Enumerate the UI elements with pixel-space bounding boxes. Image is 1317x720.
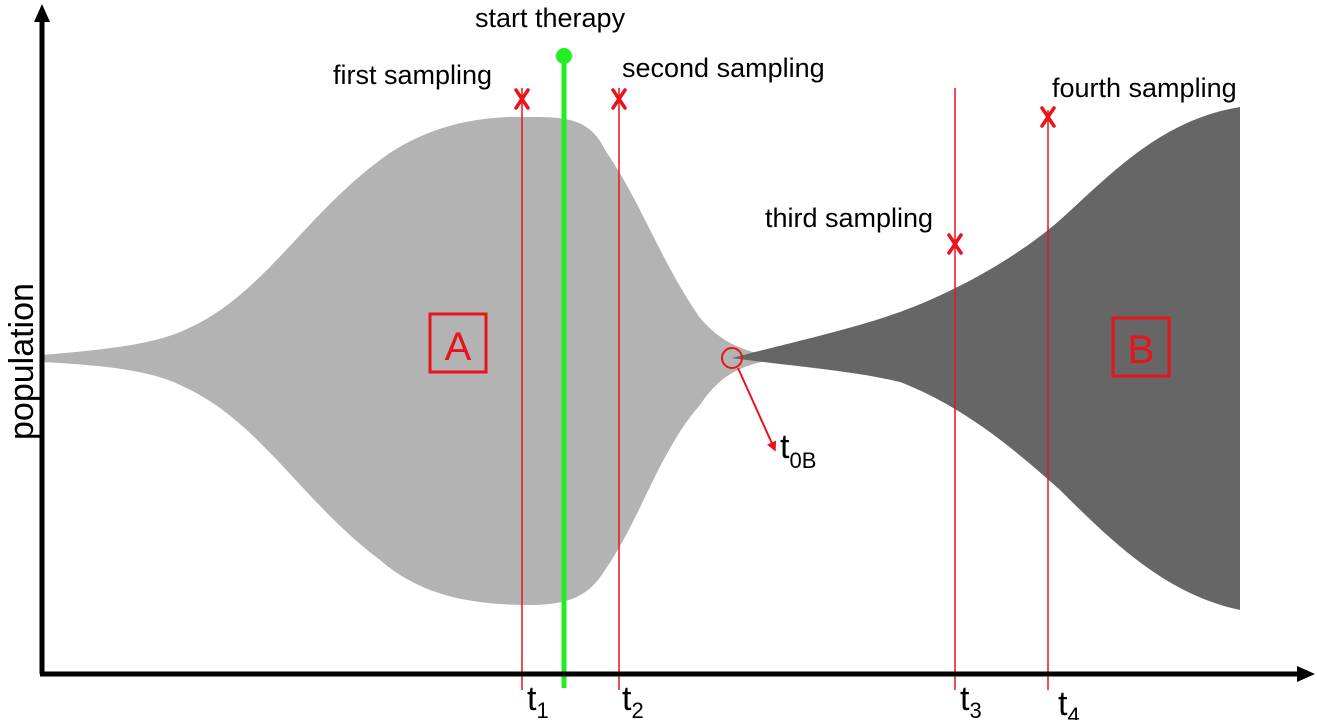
x-axis-arrowhead [1297,666,1315,682]
sampling-marker-2 [611,88,627,110]
time-label-3: t3 [960,680,982,720]
population-a-shape [42,116,780,605]
population-b-box [1111,316,1171,378]
y-axis-arrowhead [34,4,50,22]
time-label-2: t2 [622,680,644,720]
population-b-label: B [1128,328,1155,372]
population-a-box [428,312,488,374]
origin-b-arrow [737,367,777,452]
sampling-label-3: third sampling [765,203,933,233]
sampling-marker-3 [947,233,963,255]
sampling-marker-4 [1040,106,1056,128]
population-b-shape [732,107,1240,610]
time-label-4: t4 [1058,685,1080,720]
sampling-label-2: second sampling [622,53,825,83]
population-a-label: A [445,325,472,369]
origin-b-circle [721,347,743,369]
sampling-label-1: first sampling [333,60,492,90]
therapy-label: start therapy [475,3,626,33]
sampling-label-4: fourth sampling [1052,73,1237,103]
origin-b-label: t0B [780,428,816,473]
therapy-start-dot [556,48,572,64]
sampling-marker-1 [514,88,530,110]
time-label-1: t1 [527,680,549,720]
y-axis-label: population [3,283,41,440]
